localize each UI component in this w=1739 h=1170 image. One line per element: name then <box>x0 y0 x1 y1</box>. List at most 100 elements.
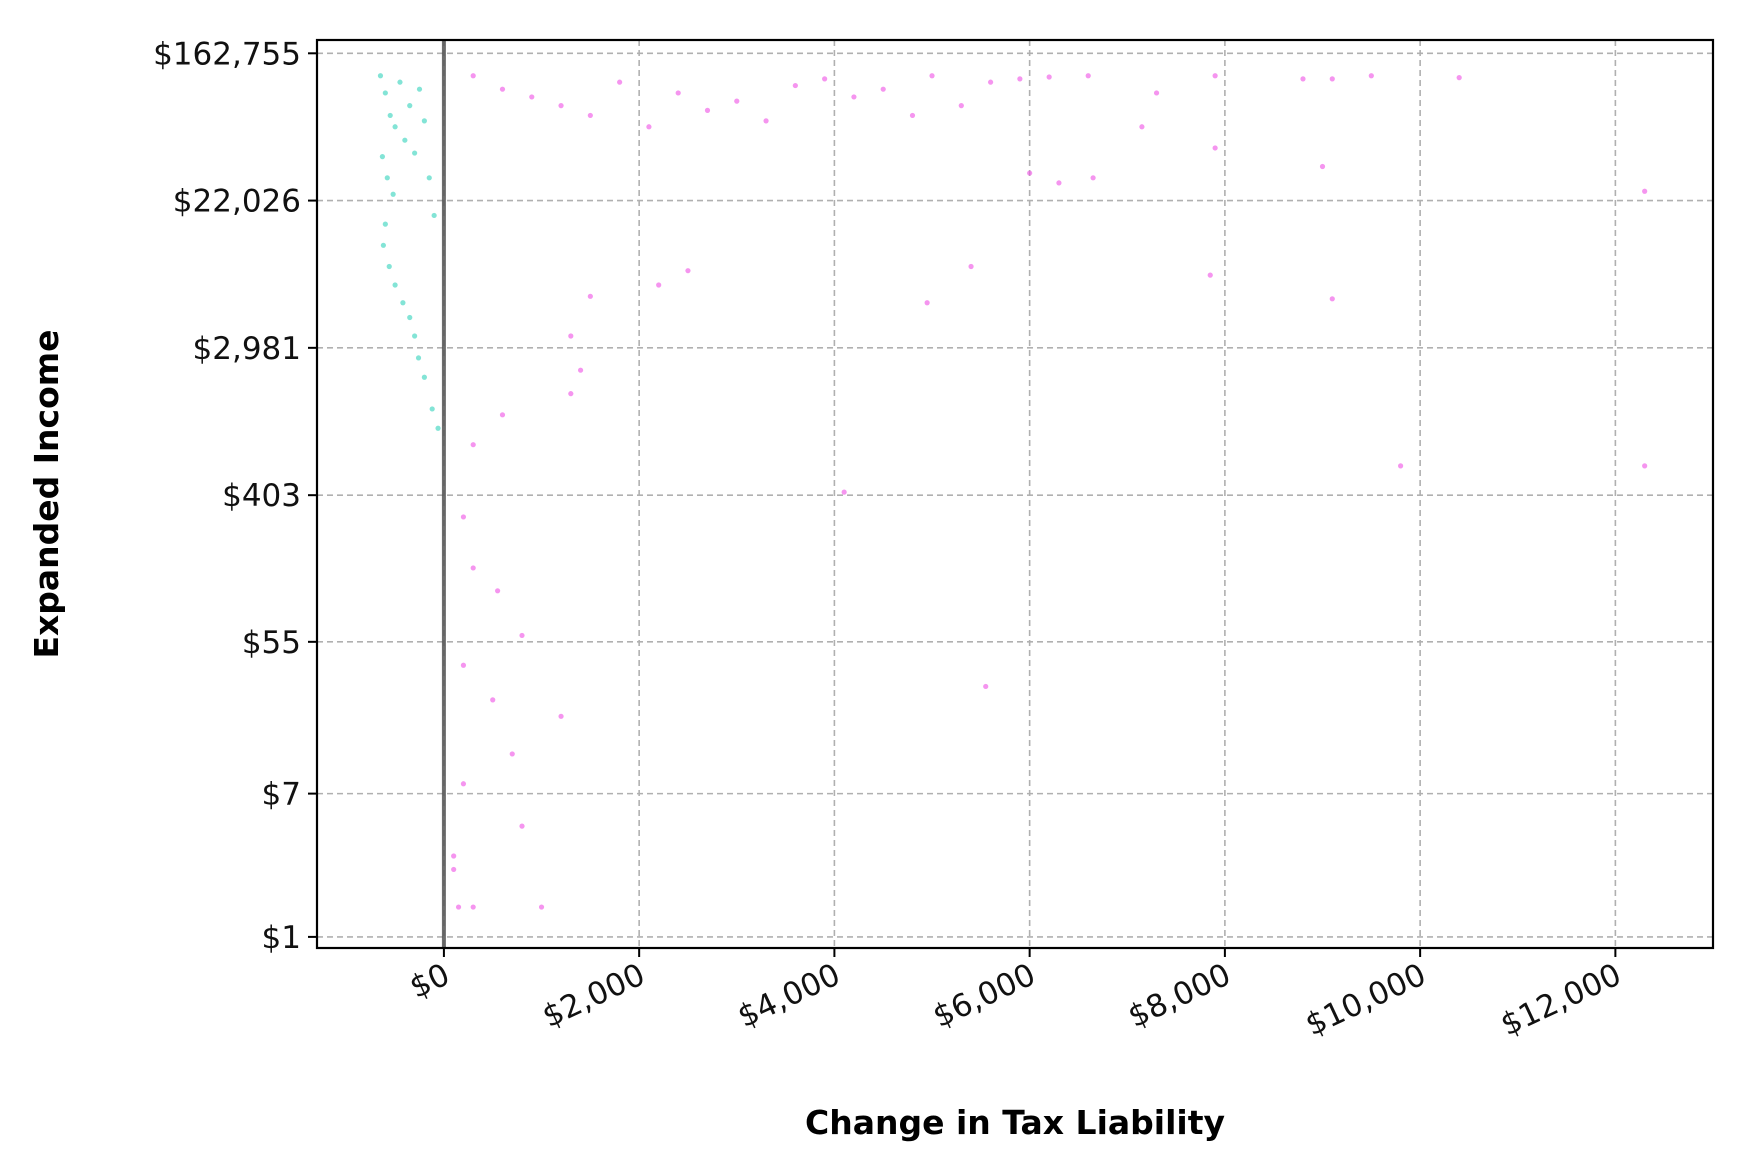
scatter-point <box>397 79 403 85</box>
scatter-point <box>1139 124 1145 130</box>
scatter-point <box>1046 74 1052 80</box>
scatter-point <box>568 391 574 397</box>
scatter-point <box>460 781 467 787</box>
x-tick-label: $0 <box>404 957 455 1006</box>
scatter-point <box>519 632 525 639</box>
scatter-point <box>490 697 496 703</box>
scatter-point <box>412 333 418 339</box>
scatter-point <box>1319 163 1326 170</box>
scatter-point <box>455 904 462 910</box>
x-tick-label: $4,000 <box>732 957 846 1035</box>
scatter-point <box>558 713 564 719</box>
scatter-point <box>509 751 515 757</box>
scatter-point <box>415 355 422 361</box>
scatter-point <box>617 79 623 85</box>
scatter-point <box>792 82 798 89</box>
scatter-point <box>407 103 413 109</box>
scatter-point <box>958 103 964 109</box>
scatter-point <box>379 154 386 160</box>
scatter-point <box>384 175 390 181</box>
scatter-point <box>470 904 476 910</box>
x-tick-label: $8,000 <box>1123 957 1237 1035</box>
scatter-point <box>538 904 545 910</box>
scatter-point <box>841 489 847 495</box>
scatter-point <box>1329 296 1335 302</box>
scatter-point <box>529 94 535 100</box>
scatter-point <box>412 150 418 156</box>
x-axis-title: Change in Tax Liability <box>805 1103 1225 1142</box>
y-axis-ticks: $1 $7 $55 $403 $2,981 $22,026 $162,755 <box>153 36 317 956</box>
y-tick-label: $55 <box>242 625 301 661</box>
scatter-point <box>1027 170 1033 176</box>
y-tick-label: $22,026 <box>173 184 301 220</box>
scatter-point <box>382 90 388 96</box>
scatter-point <box>380 242 386 248</box>
scatter-point <box>734 98 740 104</box>
scatter-point <box>451 853 457 859</box>
data-points <box>377 73 1648 910</box>
scatter-point <box>499 412 506 418</box>
scatter-point <box>429 406 435 412</box>
scatter-point <box>460 514 467 520</box>
scatter-point <box>386 263 392 270</box>
scatter-point <box>675 90 681 96</box>
plot-frame <box>315 38 1715 950</box>
scatter-point <box>387 112 393 119</box>
y-tick-label: $403 <box>222 478 301 514</box>
scatter-point <box>1300 76 1306 82</box>
scatter-point <box>460 662 467 668</box>
scatter-point <box>402 137 408 143</box>
scatter-point <box>407 314 413 321</box>
scatter-point <box>685 268 691 274</box>
scatter-point <box>983 683 989 690</box>
scatter-point <box>1212 73 1218 79</box>
scatter-point <box>519 823 525 829</box>
scatter-point <box>426 175 432 181</box>
scatter-point <box>1212 145 1218 151</box>
scatter-point <box>377 73 384 79</box>
scatter-point <box>704 107 711 113</box>
scatter-point <box>392 124 398 130</box>
scatter-point <box>968 263 974 270</box>
scatter-point <box>1642 188 1648 194</box>
scatter-point <box>470 442 476 448</box>
scatter-point <box>392 282 398 288</box>
scatter-point <box>499 86 506 92</box>
scatter-point <box>1056 180 1062 186</box>
scatter-point <box>1153 90 1160 96</box>
x-tick-label: $12,000 <box>1495 957 1626 1044</box>
scatter-point <box>1398 463 1404 469</box>
y-axis-title: Expanded Income <box>27 329 66 658</box>
scatter-point <box>382 221 388 227</box>
x-axis-ticks: $0 $2,000 $4,000 $6,000 $8,000 $10,000 $12,000 <box>404 948 1627 1044</box>
scatter-point <box>656 282 662 288</box>
scatter-point <box>587 112 593 119</box>
scatter-point <box>763 118 769 124</box>
y-tick-label: $162,755 <box>153 36 301 72</box>
scatter-point <box>1017 76 1023 82</box>
scatter-point <box>1329 76 1335 82</box>
scatter-point <box>577 367 584 373</box>
scatter-point <box>987 79 994 85</box>
scatter-point <box>431 212 437 219</box>
x-tick-label: $10,000 <box>1300 957 1431 1044</box>
scatter-point <box>1085 73 1091 79</box>
scatter-point <box>416 86 423 92</box>
x-tick-label: $2,000 <box>537 957 651 1035</box>
scatter-point <box>1456 75 1462 81</box>
scatter-point <box>390 191 396 197</box>
scatter-point <box>1207 272 1213 278</box>
y-tick-label: $7 <box>262 777 301 813</box>
scatter-point <box>435 425 441 431</box>
scatter-point <box>470 73 476 79</box>
scatter-point <box>909 112 916 119</box>
scatter-point <box>646 124 652 130</box>
scatter-point <box>880 86 886 92</box>
scatter-point <box>421 118 427 124</box>
scatter-point <box>924 300 930 306</box>
scatter-point <box>568 333 574 339</box>
scatter-point <box>1090 175 1096 181</box>
scatter-point <box>400 300 406 306</box>
scatter-point <box>851 94 857 100</box>
